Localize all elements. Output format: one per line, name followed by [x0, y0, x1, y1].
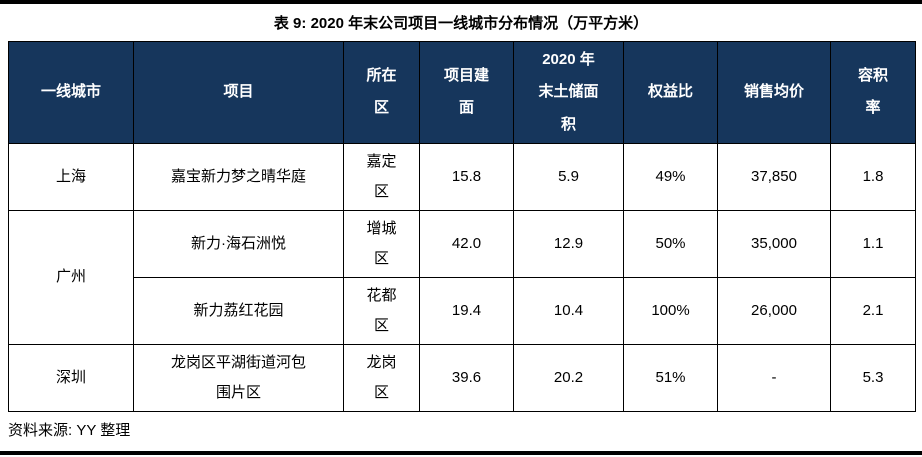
cell-gfa: 19.4 — [419, 276, 514, 345]
top-rule — [0, 0, 922, 4]
cell-equity-ratio: 49% — [623, 142, 718, 211]
cell-project: 嘉宝新力梦之晴华庭 — [133, 142, 344, 211]
cell-gfa: 39.6 — [419, 343, 514, 412]
col-header-plot-ratio: 容积率 — [830, 41, 916, 144]
col-header-equity-ratio: 权益比 — [623, 41, 718, 144]
table-row-guangzhou-1: 广州 新力·海石洲悦 增城区 42.0 12.9 50% 35,000 1.1 — [8, 209, 916, 345]
cell-city-merged: 广州 — [8, 209, 134, 345]
cell-plot-ratio: 5.3 — [830, 343, 916, 412]
cell-avg-price: 37,850 — [717, 142, 831, 211]
cell-equity-ratio: 51% — [623, 343, 718, 412]
cell-land-bank: 5.9 — [513, 142, 624, 211]
table-row-guangzhou-2: 新力荔红花园 花都区 19.4 10.4 100% 26,000 2.1 — [9, 276, 916, 345]
cell-avg-price: 35,000 — [717, 209, 831, 278]
source-note: 资料来源: YY 整理 — [8, 421, 131, 439]
cell-plot-ratio: 2.1 — [830, 276, 916, 345]
col-header-gfa: 项目建面 — [419, 41, 514, 144]
cell-gfa: 42.0 — [419, 209, 514, 278]
cell-equity-ratio: 100% — [623, 276, 718, 345]
table-row-shanghai: 上海 嘉宝新力梦之晴华庭 嘉定区 15.8 5.9 49% 37,850 1.8 — [8, 142, 916, 211]
city-projects-table: 一线城市 项目 所在区 项目建面 2020 年末土储面积 权益比 销售均价 容积… — [8, 41, 916, 412]
cell-avg-price: 26,000 — [717, 276, 831, 345]
cell-project: 新力荔红花园 — [133, 276, 344, 345]
col-header-land-bank: 2020 年末土储面积 — [513, 41, 624, 144]
col-header-project: 项目 — [133, 41, 344, 144]
cell-district: 花都区 — [343, 276, 420, 345]
cell-gfa: 15.8 — [419, 142, 514, 211]
cell-land-bank: 10.4 — [513, 276, 624, 345]
cell-city: 上海 — [8, 142, 134, 211]
cell-plot-ratio: 1.8 — [830, 142, 916, 211]
cell-plot-ratio: 1.1 — [830, 209, 916, 278]
cell-equity-ratio: 50% — [623, 209, 718, 278]
col-header-avg-price: 销售均价 — [717, 41, 831, 144]
cell-city: 深圳 — [8, 343, 134, 412]
cell-project: 龙岗区平湖街道河包围片区 — [133, 343, 344, 412]
cell-district: 增城区 — [343, 209, 420, 278]
bottom-rule — [0, 450, 922, 455]
cell-avg-price: - — [717, 343, 831, 412]
cell-district: 龙岗区 — [343, 343, 420, 412]
cell-district: 嘉定区 — [343, 142, 420, 211]
table-row-shenzhen: 深圳 龙岗区平湖街道河包围片区 龙岗区 39.6 20.2 51% - 5.3 — [8, 343, 916, 412]
table-title: 表 9: 2020 年末公司项目一线城市分布情况（万平方米） — [273, 15, 649, 32]
table-header-row: 一线城市 项目 所在区 项目建面 2020 年末土储面积 权益比 销售均价 容积… — [8, 41, 916, 144]
col-header-city: 一线城市 — [8, 41, 134, 144]
cell-project: 新力·海石洲悦 — [133, 209, 344, 278]
col-header-district: 所在区 — [343, 41, 420, 144]
cell-land-bank: 12.9 — [513, 209, 624, 278]
cell-land-bank: 20.2 — [513, 343, 624, 412]
